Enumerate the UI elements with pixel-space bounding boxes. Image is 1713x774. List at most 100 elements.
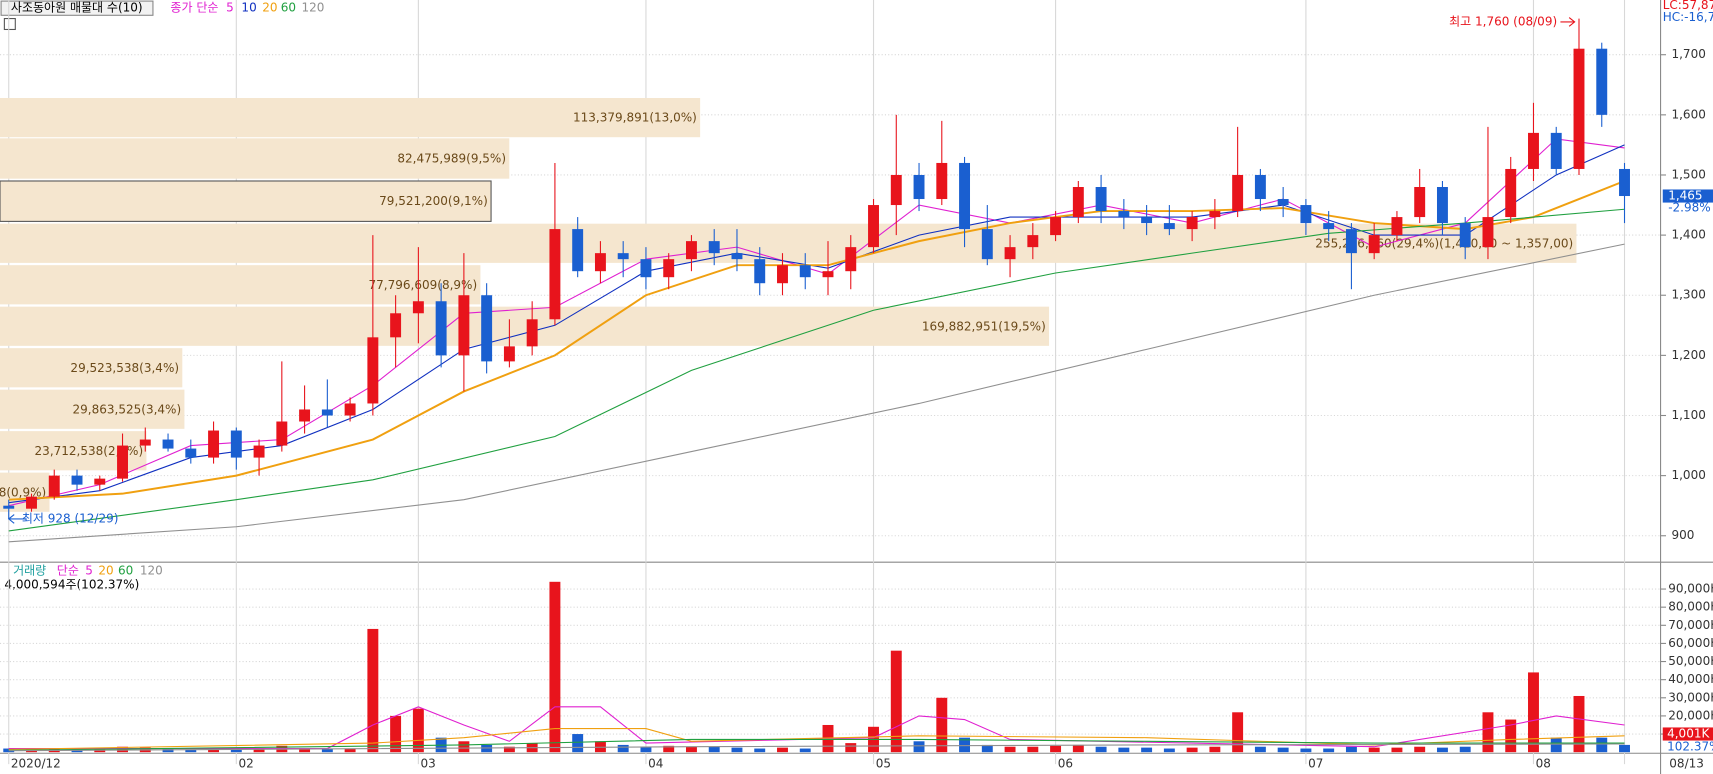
high-arrow <box>1560 17 1576 27</box>
candle-body <box>1573 48 1585 169</box>
volume-tag-label: 4,001K <box>1667 727 1710 741</box>
x-tick-label: 02 <box>238 757 253 771</box>
volume-bar <box>1528 672 1539 753</box>
candle-body <box>799 265 811 278</box>
volume-bar <box>981 744 993 753</box>
profile-bar <box>0 180 492 222</box>
volume-bar <box>845 743 857 753</box>
volume-info: 4,000,594주(102.37%) <box>4 578 139 592</box>
volume-ma-line <box>8 743 1625 752</box>
candle-body <box>367 337 379 404</box>
chart-title: 사조동아원 매물대 수(10) <box>11 1 143 15</box>
title-box <box>0 0 154 16</box>
candle-body <box>640 259 652 278</box>
volume-bar <box>321 748 333 753</box>
profile-label: 29,863,525(3,4%) <box>73 402 182 416</box>
volume-bar <box>936 697 948 753</box>
legend-title: 종가 단순 <box>170 1 218 15</box>
y-tick-label: 60,000K <box>1668 636 1713 650</box>
volume-bar <box>1345 746 1357 753</box>
x-tick-label: 2020/12 <box>11 757 61 771</box>
candle-body <box>936 162 948 200</box>
volume-ma-line <box>8 706 1625 750</box>
candle-body <box>1550 132 1562 169</box>
volume-bar <box>799 748 811 753</box>
volume-bar <box>390 715 402 753</box>
candle-body <box>549 229 561 320</box>
x-tick-label: 04 <box>648 757 663 771</box>
profile-label: 77,796,609(8,9%) <box>369 278 478 292</box>
volume-bar <box>754 748 766 753</box>
volume-bar <box>458 741 470 753</box>
profile-label: 113,379,891(13,0%) <box>573 111 697 125</box>
volume-bar <box>1414 746 1426 753</box>
y-tick-label: 90,000K <box>1668 582 1713 596</box>
volume-bar <box>549 581 561 753</box>
candle-body <box>1095 187 1107 212</box>
candle-body <box>1459 223 1471 248</box>
volume-bar <box>208 748 220 753</box>
candle-body <box>503 346 515 362</box>
y-tick-label: 1,100 <box>1671 408 1705 422</box>
volume-bar <box>685 746 697 753</box>
legend-entry: 60 <box>118 563 133 577</box>
candle-body <box>1300 205 1312 224</box>
candle-body <box>1118 211 1130 218</box>
candle-body <box>1072 187 1084 218</box>
change-label: -2.98% <box>1668 201 1710 215</box>
y-tick-label: 1,700 <box>1671 47 1705 61</box>
legend-entry: 5 <box>226 1 234 15</box>
volume-bar <box>1300 748 1312 753</box>
volume-bar <box>1596 737 1608 753</box>
x-tick-label: 07 <box>1308 757 1323 771</box>
volume-bar <box>1072 744 1084 753</box>
x-tick-label: 08/13 <box>1669 757 1704 771</box>
ma-line <box>8 243 1625 543</box>
volume-bar <box>913 741 925 753</box>
volume-title: 거래량 <box>13 563 46 577</box>
candle-body <box>526 319 538 347</box>
candle-body <box>71 475 83 485</box>
legend-entry: 5 <box>85 563 93 577</box>
candle-body <box>344 403 356 416</box>
table-icon[interactable] <box>3 18 16 31</box>
profile-label: 79,521,200(9,1%) <box>379 194 488 208</box>
candle-body <box>663 259 675 278</box>
profile-label: 8,015,378(0,9%) <box>0 485 46 499</box>
volume-bar <box>503 746 515 753</box>
candle-body <box>1141 217 1153 224</box>
candle-body <box>1232 174 1244 212</box>
hc-label: HC:-16,7 <box>1663 10 1713 24</box>
candle-body <box>1391 217 1403 236</box>
candle-body <box>1505 168 1517 218</box>
volume-bar <box>1118 747 1130 753</box>
volume-bar <box>1004 746 1016 753</box>
profile-bar <box>0 389 185 429</box>
candle-body <box>412 301 424 314</box>
candle-body <box>868 205 879 248</box>
volume-bar <box>1027 746 1039 753</box>
volume-bar <box>663 745 675 753</box>
candle-body <box>230 430 242 458</box>
x-tick-label: 06 <box>1058 757 1073 771</box>
volume-bar <box>185 749 197 753</box>
profile-label: 169,882,951(19,5%) <box>922 319 1046 333</box>
profile-bar <box>0 348 183 388</box>
volume-bar <box>708 746 720 753</box>
volume-bar <box>959 737 971 753</box>
volume-bar <box>1391 747 1403 753</box>
volume-bar <box>1619 744 1630 753</box>
candle-body <box>845 247 857 272</box>
volume-bar <box>1436 747 1448 753</box>
candle-body <box>299 409 311 422</box>
candle-body <box>1163 223 1175 230</box>
lc-label: LC:57,87 <box>1663 0 1713 12</box>
candle-body <box>1209 211 1221 218</box>
candle-body <box>1004 247 1016 260</box>
y-tick-label: 30,000K <box>1668 690 1713 704</box>
candle-body <box>594 253 606 272</box>
volume-bar <box>1232 712 1244 753</box>
volume-bar <box>572 734 584 753</box>
candle-body <box>1482 217 1494 248</box>
candle-body <box>1345 229 1357 254</box>
